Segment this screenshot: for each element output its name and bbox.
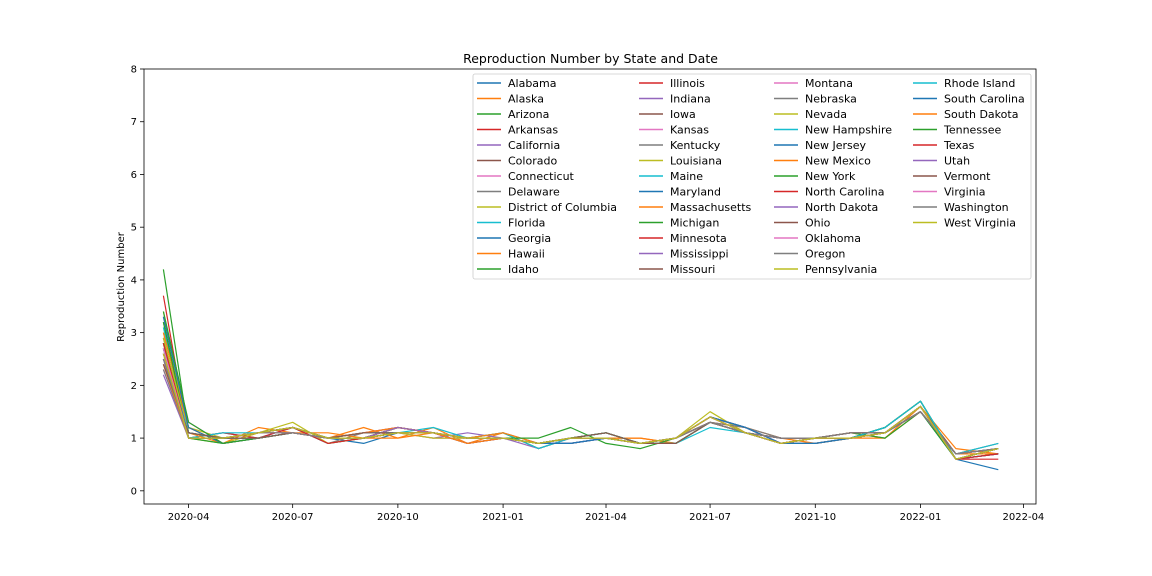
y-tick-label: 5 <box>131 223 137 234</box>
legend-label: Tennessee <box>943 124 1002 137</box>
x-tick-label: 2022-04 <box>1003 512 1045 523</box>
legend-label: West Virginia <box>944 217 1016 230</box>
y-axis: 0 1 2 3 4 5 6 7 8 <box>131 65 144 497</box>
legend-label: New Mexico <box>805 155 871 168</box>
legend-label: South Dakota <box>944 108 1018 121</box>
legend-label: District of Columbia <box>508 201 617 214</box>
x-tick-label: 2020-10 <box>377 512 419 523</box>
legend-label: Colorado <box>508 155 557 168</box>
legend-label: Georgia <box>508 232 551 245</box>
legend-label: Indiana <box>670 93 711 106</box>
legend-label: Arizona <box>508 108 549 121</box>
legend-label: Texas <box>943 139 975 152</box>
y-tick-label: 4 <box>131 275 137 286</box>
legend-label: Arkansas <box>508 124 558 137</box>
chart-title: Reproduction Number by State and Date <box>463 51 718 66</box>
legend-label: Vermont <box>944 170 991 183</box>
legend-label: Kentucky <box>670 139 721 152</box>
legend-label: Minnesota <box>670 232 727 245</box>
x-axis: 2020-04 2020-07 2020-10 2021-01 2021-04 2021-… <box>168 504 1045 523</box>
legend-label: Missouri <box>670 263 715 276</box>
legend-label: North Carolina <box>805 186 885 199</box>
legend-label: South Carolina <box>944 93 1025 106</box>
x-tick-label: 2021-01 <box>482 512 524 523</box>
series-line <box>162 353 999 460</box>
legend-label: New Hampshire <box>805 124 892 137</box>
y-axis-label: Reproduction Number <box>116 231 127 342</box>
y-tick-label: 7 <box>131 117 137 128</box>
legend-label: Mississippi <box>670 248 729 261</box>
x-tick-label: 2020-07 <box>272 512 314 523</box>
legend-label: Florida <box>508 217 545 230</box>
legend-label: Ohio <box>805 217 831 230</box>
legend-label: Massachusetts <box>670 201 752 214</box>
legend-label: Alaska <box>508 93 544 106</box>
x-tick-label: 2021-04 <box>585 512 627 523</box>
legend-label: Virginia <box>944 186 985 199</box>
x-tick-label: 2020-04 <box>168 512 210 523</box>
legend: Alabama Alaska Arizona Arkansas California Co… <box>472 73 1032 280</box>
legend-label: New Jersey <box>805 139 867 152</box>
y-tick-label: 3 <box>131 328 137 339</box>
legend-label: Maine <box>670 170 703 183</box>
legend-label: Hawaii <box>508 248 545 261</box>
legend-label: Pennsylvania <box>805 263 877 276</box>
legend-label: Oregon <box>805 248 845 261</box>
legend-label: Connecticut <box>508 170 575 183</box>
y-tick-label: 0 <box>131 486 137 497</box>
legend-label: Delaware <box>508 186 560 199</box>
y-tick-label: 1 <box>131 434 137 445</box>
x-tick-label: 2021-07 <box>689 512 731 523</box>
legend-label: New York <box>805 170 856 183</box>
legend-label: Illinois <box>670 77 705 90</box>
legend-label: Nevada <box>805 108 847 121</box>
y-tick-label: 2 <box>131 381 137 392</box>
legend-label: North Dakota <box>805 201 878 214</box>
legend-label: Rhode Island <box>944 77 1015 90</box>
plot-frame <box>143 68 1037 505</box>
legend-box <box>472 73 1032 280</box>
legend-label: Louisiana <box>670 155 722 168</box>
legend-label: Idaho <box>508 263 539 276</box>
series-lines <box>162 269 999 471</box>
legend-label: Nebraska <box>805 93 857 106</box>
x-tick-label: 2021-10 <box>794 512 836 523</box>
legend-label: Kansas <box>670 124 709 137</box>
x-tick-label: 2022-01 <box>900 512 942 523</box>
legend-label: California <box>508 139 560 152</box>
legend-label: Maryland <box>670 186 721 199</box>
legend-label: Washington <box>944 201 1009 214</box>
legend-label: Utah <box>944 155 970 168</box>
legend-label: Oklahoma <box>805 232 861 245</box>
legend-label: Michigan <box>670 217 719 230</box>
legend-label: Montana <box>805 77 853 90</box>
y-tick-label: 6 <box>131 170 137 181</box>
y-tick-label: 8 <box>131 65 137 76</box>
legend-label: Iowa <box>670 108 696 121</box>
legend-label: Alabama <box>508 77 557 90</box>
